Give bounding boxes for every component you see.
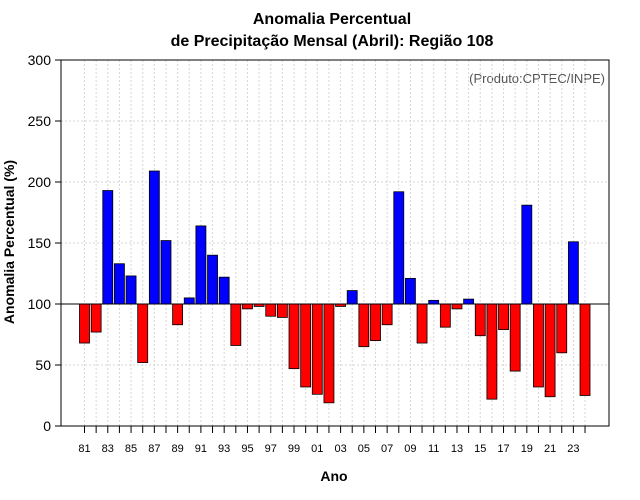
product-credit: (Produto:CPTEC/INPE) bbox=[469, 71, 605, 86]
bar-2011 bbox=[428, 299, 440, 305]
bar-1997 bbox=[265, 303, 277, 317]
bar-2020 bbox=[533, 303, 544, 388]
bar-2009 bbox=[405, 277, 416, 305]
bar-2007 bbox=[381, 303, 393, 326]
bar-2015 bbox=[474, 303, 486, 337]
x-tick-label: 95 bbox=[241, 443, 253, 455]
bar-2022 bbox=[556, 303, 568, 354]
y-tick-label: 100 bbox=[28, 296, 52, 312]
bar-2004 bbox=[346, 290, 358, 305]
bar-1998 bbox=[276, 303, 288, 318]
y-tick-label: 200 bbox=[28, 174, 52, 190]
bar-1995 bbox=[242, 303, 253, 310]
x-tick-label: 85 bbox=[125, 443, 137, 455]
x-axis-label: Ano bbox=[320, 468, 347, 484]
bar-1987 bbox=[148, 170, 160, 305]
x-tick-label: 01 bbox=[311, 443, 323, 455]
bar-1986 bbox=[137, 303, 149, 363]
bar-1994 bbox=[230, 303, 242, 346]
bar-1985 bbox=[125, 275, 137, 305]
x-tick-label: 97 bbox=[265, 443, 277, 455]
x-tick-label: 09 bbox=[404, 443, 416, 455]
bar-1989 bbox=[172, 303, 184, 326]
y-tick-label: 300 bbox=[28, 52, 52, 68]
bar-1988 bbox=[160, 240, 172, 305]
x-tick-label: 21 bbox=[544, 443, 556, 455]
x-tick-label: 19 bbox=[521, 443, 533, 455]
x-tick-label: 11 bbox=[428, 443, 439, 455]
x-tick-label: 81 bbox=[78, 443, 90, 455]
bar-2019 bbox=[521, 204, 533, 305]
bar-2017 bbox=[498, 303, 509, 331]
bar-2018 bbox=[509, 303, 521, 372]
bar-2008 bbox=[393, 191, 405, 305]
bar-1982 bbox=[90, 303, 102, 333]
bar-2024 bbox=[579, 303, 591, 396]
bar-1992 bbox=[207, 254, 218, 305]
x-tick-label: 05 bbox=[358, 443, 370, 455]
bar-1991 bbox=[195, 225, 207, 305]
bar-2006 bbox=[370, 303, 381, 341]
y-tick-label: 150 bbox=[28, 235, 52, 251]
x-tick-label: 23 bbox=[567, 443, 579, 455]
bar-2021 bbox=[544, 303, 556, 398]
x-tick-label: 03 bbox=[334, 443, 346, 455]
bar-2000 bbox=[300, 303, 312, 388]
bar-1983 bbox=[102, 190, 114, 305]
chart-title: Anomalia Percentual bbox=[253, 11, 411, 28]
bar-2002 bbox=[323, 303, 335, 404]
x-tick-label: 13 bbox=[451, 443, 463, 455]
bar-2005 bbox=[358, 303, 370, 348]
bar-2013 bbox=[451, 303, 463, 310]
bar-1993 bbox=[218, 276, 230, 305]
x-tick-label: 89 bbox=[171, 443, 183, 455]
bar-1990 bbox=[183, 297, 195, 305]
bar-2010 bbox=[416, 303, 428, 344]
bar-layer bbox=[79, 170, 591, 404]
x-tick-label: 17 bbox=[497, 443, 509, 455]
bar-1981 bbox=[79, 303, 90, 344]
y-tick-label: 250 bbox=[28, 113, 52, 129]
x-tick-label: 93 bbox=[218, 443, 230, 455]
x-tick-label: 83 bbox=[102, 443, 114, 455]
bar-2016 bbox=[486, 303, 498, 400]
bar-2001 bbox=[311, 303, 323, 395]
bar-1984 bbox=[114, 263, 125, 305]
y-tick-label: 0 bbox=[43, 418, 51, 434]
x-tick-label: 87 bbox=[148, 443, 160, 455]
bar-2014 bbox=[463, 298, 475, 305]
x-tick-label: 07 bbox=[381, 443, 393, 455]
chart-subtitle: de Precipitação Mensal (Abril): Região 1… bbox=[171, 33, 494, 50]
x-tick-label: 91 bbox=[195, 443, 207, 455]
x-tick-label: 99 bbox=[288, 443, 300, 455]
bar-2012 bbox=[439, 303, 451, 328]
bar-1999 bbox=[288, 303, 300, 370]
bar-2023 bbox=[567, 241, 579, 305]
y-axis-label: Anomalia Percentual (%) bbox=[1, 160, 17, 324]
x-tick-label: 15 bbox=[474, 443, 486, 455]
y-tick-label: 50 bbox=[35, 357, 51, 373]
